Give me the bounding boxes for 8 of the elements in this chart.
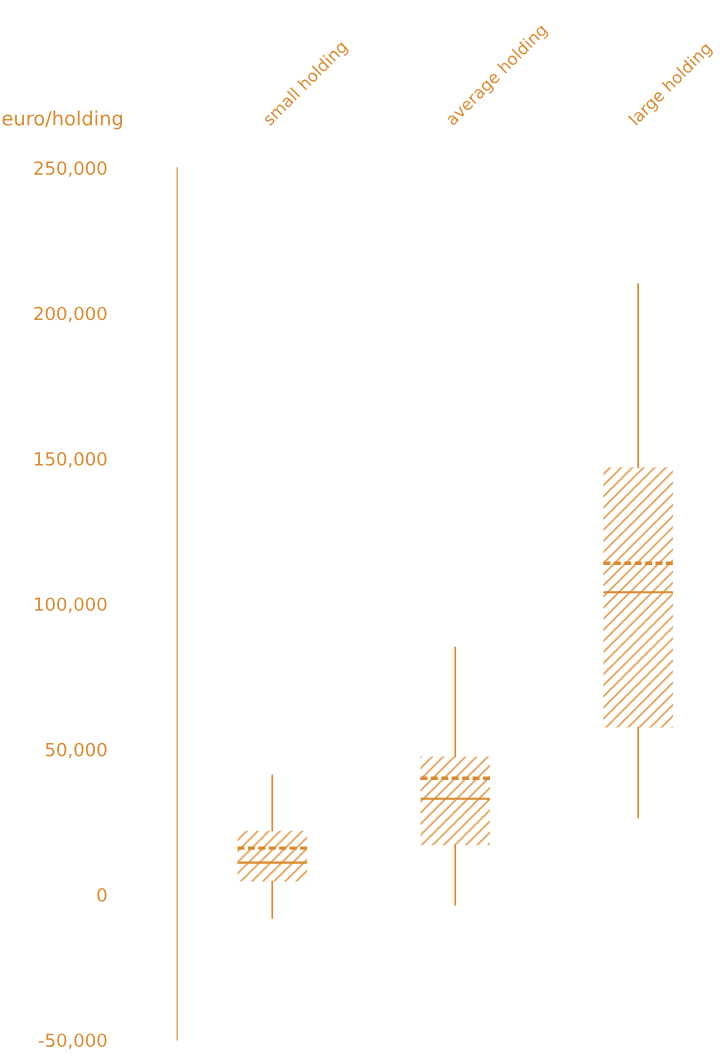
- y-tick-label: -50,000: [38, 1033, 107, 1049]
- y-tick-label: 250,000: [34, 161, 107, 177]
- y-tick-label: 50,000: [45, 742, 107, 759]
- y-tick-label: 100,000: [35, 597, 107, 613]
- y-axis-title: euro/holding: [2, 110, 123, 130]
- y-tick-label: 150,000: [35, 452, 107, 468]
- y-tick-label: 0: [97, 888, 107, 902]
- y-tick-label: 200,000: [34, 306, 107, 323]
